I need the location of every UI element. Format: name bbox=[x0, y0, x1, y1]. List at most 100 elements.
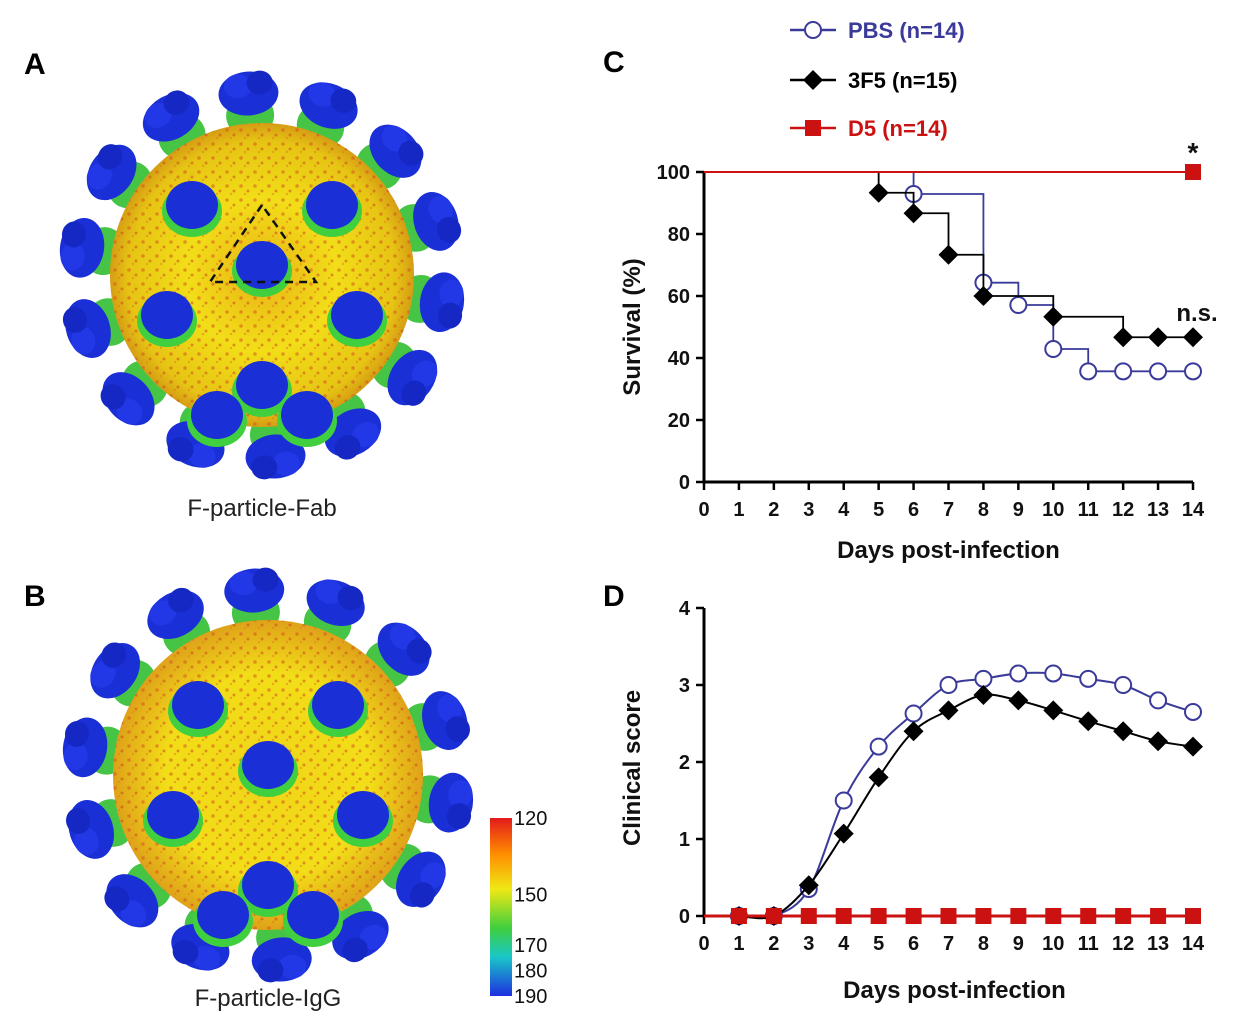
spike-lobe bbox=[168, 587, 194, 613]
colorbar-label: 150 bbox=[514, 884, 547, 906]
legend-label: PBS (n=14) bbox=[848, 18, 965, 43]
fab-spike bbox=[90, 642, 157, 707]
spike-lobe bbox=[172, 939, 199, 965]
panel-letter-b: B bbox=[24, 580, 46, 613]
data-point bbox=[973, 286, 994, 306]
spike-lobe bbox=[446, 803, 472, 829]
x-tick-label: 11 bbox=[1078, 499, 1099, 521]
x-tick-label: 1 bbox=[733, 499, 744, 521]
x-tick-label: 10 bbox=[1042, 499, 1064, 521]
legend-marker bbox=[804, 21, 822, 39]
x-tick-label: 7 bbox=[943, 933, 954, 955]
x-tick-label: 7 bbox=[943, 499, 954, 521]
data-point bbox=[1184, 702, 1202, 721]
x-tick-label: 9 bbox=[1013, 499, 1024, 521]
series-PBS bbox=[704, 171, 1202, 381]
colorbar-gradient bbox=[490, 818, 512, 996]
spike-lobe bbox=[409, 882, 435, 908]
inner-blob bbox=[281, 391, 333, 439]
x-tick-label: 13 bbox=[1147, 933, 1169, 955]
spike-lobe bbox=[223, 74, 252, 99]
data-point bbox=[1185, 164, 1201, 180]
x-tick-label: 11 bbox=[1078, 933, 1099, 955]
spike-lobe bbox=[252, 567, 279, 592]
spike-lobe bbox=[257, 958, 284, 983]
asymmetric-unit-triangle bbox=[207, 202, 319, 284]
legend-marker bbox=[805, 120, 821, 136]
inner-blob bbox=[306, 181, 358, 229]
y-tick-label: 60 bbox=[668, 286, 690, 308]
legend-item: PBS (n=14) bbox=[790, 18, 965, 43]
y-tick-label: 40 bbox=[668, 348, 690, 370]
data-point bbox=[1149, 362, 1168, 381]
data-point bbox=[1045, 908, 1062, 924]
fab-spike bbox=[142, 90, 206, 159]
data-point bbox=[1183, 327, 1203, 348]
spike-lobe bbox=[352, 422, 380, 448]
spike-lobe bbox=[428, 195, 453, 224]
spike-lobe bbox=[438, 302, 463, 329]
data-point bbox=[904, 704, 923, 723]
y-tick-label: 0 bbox=[679, 906, 690, 928]
spike-lobe bbox=[144, 102, 172, 128]
series-3F5 bbox=[704, 171, 1203, 348]
data-point bbox=[903, 203, 924, 224]
x-axis-title: Days post-infection bbox=[843, 977, 1066, 1004]
y-tick-label: 1 bbox=[679, 829, 690, 851]
data-point bbox=[905, 908, 922, 924]
x-tick-label: 3 bbox=[803, 499, 814, 521]
spike-lobe bbox=[62, 307, 88, 333]
inner-blob bbox=[331, 291, 383, 339]
colorbar-label: 170 bbox=[514, 935, 547, 957]
y-tick-label: 0 bbox=[679, 472, 690, 494]
x-tick-label: 5 bbox=[873, 933, 884, 955]
inner-blob bbox=[312, 681, 364, 729]
y-tick-label: 3 bbox=[679, 675, 690, 697]
data-point bbox=[1044, 340, 1063, 359]
legend-label: 3F5 (n=15) bbox=[848, 68, 957, 93]
spike-lobe bbox=[251, 455, 278, 480]
spike-lobe bbox=[63, 742, 88, 771]
x-tick-label: 2 bbox=[768, 933, 779, 955]
data-point bbox=[1115, 908, 1132, 924]
colorbar: 120 150 170 180 190 bbox=[490, 808, 547, 1008]
fab-spike bbox=[86, 144, 153, 209]
inner-blob bbox=[337, 791, 389, 839]
data-point bbox=[835, 908, 852, 924]
data-point bbox=[1149, 691, 1168, 710]
particle-igg-image bbox=[62, 567, 474, 983]
data-point bbox=[1079, 362, 1098, 381]
panel-letter-a: A bbox=[24, 48, 46, 81]
data-point bbox=[1044, 664, 1063, 683]
not-significant-label: n.s. bbox=[1176, 300, 1217, 327]
data-point bbox=[833, 823, 854, 844]
spike-lobe bbox=[71, 326, 96, 355]
x-tick-label: 4 bbox=[838, 499, 850, 521]
particle-fab-image bbox=[59, 70, 465, 480]
x-tick-label: 6 bbox=[908, 499, 919, 521]
data-point bbox=[938, 700, 959, 721]
x-tick-label: 13 bbox=[1147, 499, 1169, 521]
data-point bbox=[938, 244, 959, 265]
data-point bbox=[1114, 676, 1133, 694]
data-point bbox=[798, 875, 819, 896]
spike-lobe bbox=[401, 380, 427, 406]
inner-blob bbox=[197, 891, 249, 939]
spike-lobe bbox=[97, 144, 123, 170]
data-point bbox=[765, 908, 782, 924]
spike-lobe bbox=[437, 694, 462, 723]
spike-lobe bbox=[188, 443, 216, 468]
spike-lobe bbox=[246, 70, 273, 95]
data-point bbox=[975, 908, 992, 924]
spike-lobe bbox=[439, 279, 464, 308]
spike-lobe bbox=[60, 242, 85, 271]
spike-lobe bbox=[192, 946, 221, 971]
panel-letter-d: D bbox=[603, 580, 625, 613]
colorbar-label: 180 bbox=[514, 961, 547, 983]
inner-blob bbox=[242, 861, 294, 909]
data-point bbox=[800, 908, 817, 924]
x-tick-label: 8 bbox=[978, 499, 989, 521]
spike-lobe bbox=[445, 716, 470, 742]
x-tick-label: 12 bbox=[1112, 499, 1134, 521]
